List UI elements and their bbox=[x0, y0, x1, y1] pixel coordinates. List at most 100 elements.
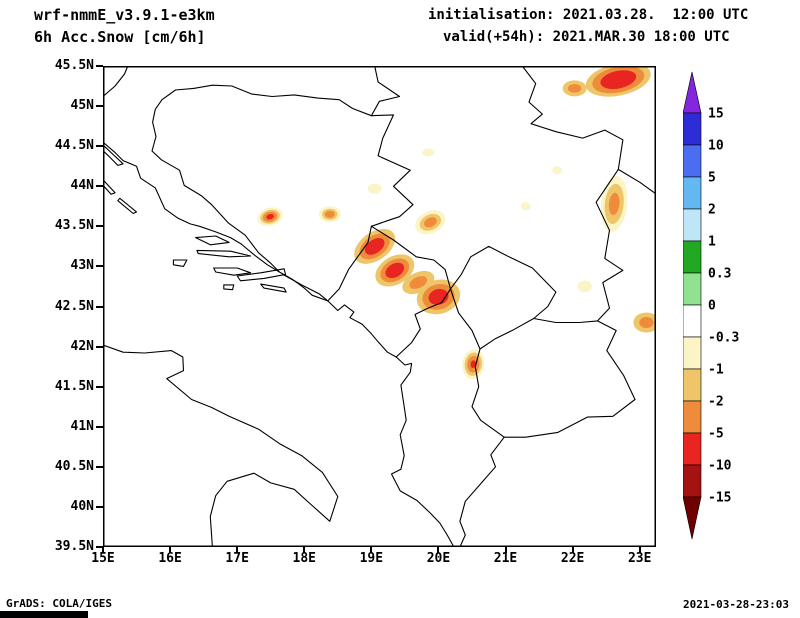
plot-frame bbox=[103, 66, 656, 547]
colorbar-tick-label: 2 bbox=[708, 203, 716, 218]
snow-blob-b7-cream bbox=[422, 148, 435, 157]
colorbar-tick-label: -15 bbox=[708, 491, 731, 506]
snow-blob-b8-orange bbox=[424, 217, 437, 228]
lon-tick-label: 21E bbox=[493, 551, 518, 566]
colorbar-segment bbox=[682, 208, 702, 242]
grads-credit: GrADS: COLA/IGES bbox=[6, 597, 112, 610]
colorbar-segment bbox=[682, 272, 702, 306]
init-time-label: initialisation: 2021.03.28. 12:00 UTC bbox=[428, 7, 749, 23]
colorbar-segment bbox=[682, 432, 702, 466]
snow-blob-b6-cream bbox=[367, 183, 382, 194]
lat-tick bbox=[96, 305, 103, 308]
coast-or-border-path bbox=[503, 398, 636, 438]
snow-blob-b9link-orange bbox=[409, 276, 428, 289]
island-or-region-outline bbox=[236, 268, 287, 282]
lat-tick-label: 45.5N bbox=[54, 58, 94, 73]
lat-tick bbox=[96, 145, 103, 148]
island-or-region-outline bbox=[196, 249, 252, 258]
colorbar-arrow-bottom bbox=[682, 496, 702, 540]
valid-time-label: valid(+54h): 2021.MAR.30 18:00 UTC bbox=[443, 29, 730, 45]
snow-blob-b5-orange bbox=[324, 210, 335, 218]
lat-tick-label: 44N bbox=[70, 178, 94, 194]
colorbar-legend: 15 10 5 2 1 0.3 0 -0.3 -1 -2 -5 -10 -15 bbox=[682, 70, 758, 552]
model-title: wrf-nmmE_v3.9.1-e3km bbox=[34, 6, 215, 24]
colorbar-segment bbox=[682, 400, 702, 434]
coast-or-border-path bbox=[471, 348, 505, 438]
lon-tick bbox=[504, 547, 507, 553]
lat-tick-label: 42.5N bbox=[54, 298, 94, 314]
colorbar-tick-label: -5 bbox=[708, 427, 724, 442]
lat-tick bbox=[96, 345, 103, 348]
lon-tick-label: 16E bbox=[158, 551, 182, 566]
snow-blob-b13-cream bbox=[520, 202, 531, 211]
lat-tick bbox=[96, 505, 103, 508]
coast-or-border-path bbox=[102, 65, 129, 98]
island-or-region-outline bbox=[223, 284, 235, 291]
lat-tick bbox=[96, 65, 103, 67]
coast-or-border-path bbox=[193, 84, 372, 117]
lat-tick-label: 40N bbox=[70, 498, 94, 514]
colorbar-segment bbox=[682, 176, 702, 210]
colorbar-tick-label: -1 bbox=[708, 363, 724, 378]
lat-tick-label: 41.5N bbox=[54, 378, 94, 394]
island-or-region-outline bbox=[101, 145, 124, 166]
lon-tick bbox=[638, 547, 641, 553]
lon-tick bbox=[303, 547, 306, 553]
snow-shading-layer bbox=[257, 62, 660, 380]
lat-tick-label: 41N bbox=[70, 418, 94, 434]
coast-or-border-path bbox=[459, 436, 505, 548]
bottom-bar-artifact bbox=[0, 611, 88, 618]
lon-tick-label: 20E bbox=[426, 551, 451, 566]
snow-blob-b4-red bbox=[266, 213, 274, 220]
snow-blob-b11-cream bbox=[577, 280, 592, 293]
lon-tick bbox=[236, 547, 239, 553]
colorbar-segment bbox=[682, 144, 702, 178]
colorbar-tick-label: -2 bbox=[708, 395, 724, 410]
lon-tick bbox=[169, 547, 172, 553]
lon-tick-label: 23E bbox=[627, 551, 652, 566]
lat-tick-label: 39.5N bbox=[54, 539, 94, 554]
snow-blob-b10-red bbox=[470, 360, 477, 368]
snow-blob-b12-orange bbox=[639, 317, 654, 328]
colorbar-tick-label: 5 bbox=[708, 171, 716, 186]
island-or-region-outline bbox=[449, 245, 557, 350]
lat-tick bbox=[96, 265, 103, 268]
lon-tick-label: 19E bbox=[359, 551, 384, 566]
coast-or-border-path bbox=[282, 273, 329, 302]
lat-tick-label: 43N bbox=[70, 258, 94, 274]
lat-tick-label: 42N bbox=[70, 338, 94, 354]
colorbar-segment bbox=[682, 464, 702, 498]
coast-or-border-path bbox=[617, 168, 658, 195]
lon-tick-label: 18E bbox=[292, 551, 316, 566]
lon-tick bbox=[571, 547, 574, 553]
colorbar-tick-label: 1 bbox=[708, 235, 716, 250]
island-or-region-outline bbox=[213, 267, 252, 276]
lat-tick bbox=[96, 465, 103, 468]
lon-tick-label: 15E bbox=[91, 551, 115, 566]
render-timestamp: 2021-03-28-23:03 bbox=[683, 598, 789, 611]
island-or-region-outline bbox=[195, 235, 230, 246]
coast-or-border-path bbox=[327, 225, 372, 302]
colorbar-tick-label: 10 bbox=[708, 139, 724, 154]
snow-blob-b1-red bbox=[600, 70, 637, 90]
coast-or-border-path bbox=[102, 344, 339, 548]
colorbar-tick-label: -10 bbox=[708, 459, 732, 474]
lon-tick bbox=[437, 547, 440, 553]
field-title: 6h Acc.Snow [cm/6h] bbox=[34, 28, 206, 46]
lon-tick-label: 17E bbox=[225, 551, 249, 566]
lat-tick-label: 44.5N bbox=[54, 138, 94, 154]
lon-tick bbox=[370, 547, 373, 553]
colorbar-segment bbox=[682, 368, 702, 402]
colorbar-tick-label: 15 bbox=[708, 107, 724, 122]
lat-tick bbox=[96, 185, 103, 188]
lat-tick-label: 43.5N bbox=[54, 218, 94, 234]
coast-or-border-path bbox=[521, 65, 624, 170]
colorbar-tick-label: 0.3 bbox=[708, 267, 731, 282]
lon-tick-label: 22E bbox=[560, 551, 585, 566]
lat-tick bbox=[96, 105, 103, 108]
coastlines-borders-layer bbox=[100, 65, 658, 548]
island-or-region-outline bbox=[172, 259, 188, 267]
snow-blob-b14-cream bbox=[552, 166, 563, 175]
lon-tick bbox=[102, 547, 104, 553]
island-or-region-outline bbox=[100, 179, 116, 195]
